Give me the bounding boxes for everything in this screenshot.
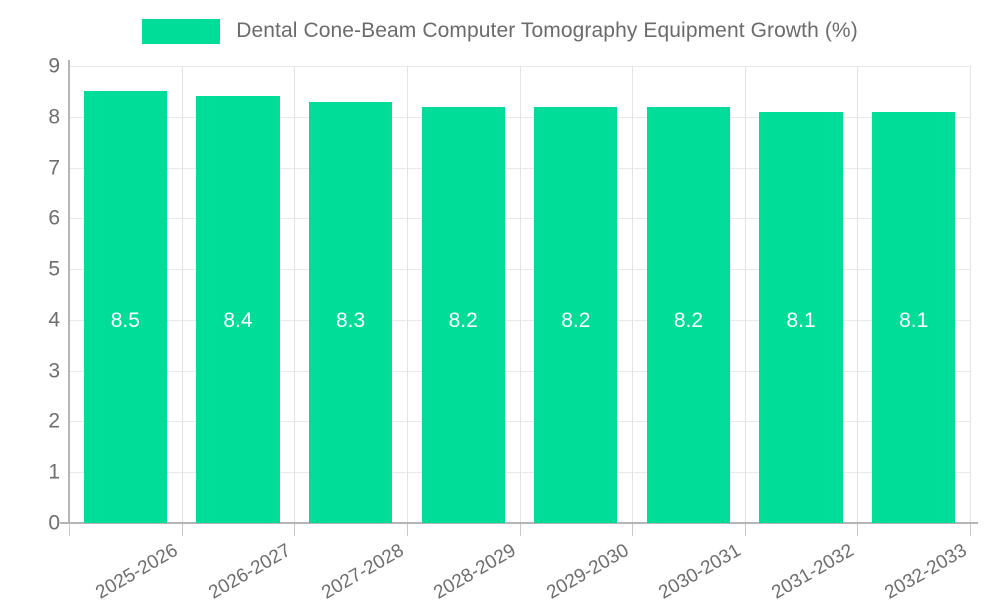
gridline-horizontal (69, 472, 970, 474)
bar-value-label: 8.3 (335, 309, 366, 333)
x-axis-tick-mark (182, 524, 183, 536)
gridline-vertical (407, 66, 408, 523)
chart-legend: Dental Cone-Beam Computer Tomography Equ… (0, 14, 1000, 48)
gridline-horizontal (69, 319, 970, 321)
gridline-vertical (857, 66, 858, 523)
y-axis-tick-label: 0 (48, 511, 60, 535)
bar[interactable]: 8.2 (421, 106, 505, 523)
x-axis-line (60, 522, 978, 524)
y-axis-tick-label: 1 (48, 460, 60, 484)
bar-value-label: 8.4 (223, 309, 253, 333)
y-axis-tick-label: 9 (48, 54, 60, 78)
gridline-horizontal (69, 421, 970, 423)
x-axis-tick-label: 2031-2032 (768, 540, 858, 604)
y-axis-tick-labels: 0 1 2 3 4 5 6 7 8 9 (0, 56, 60, 534)
gridline-horizontal (69, 116, 970, 118)
gridline-vertical (520, 66, 521, 523)
bar-value-label: 8.1 (899, 309, 929, 333)
x-axis-tick-labels: 2025-2026 2026-2027 2027-2028 2028-2029 2029… (0, 524, 1000, 604)
gridline-horizontal (69, 66, 970, 67)
y-axis-tick-label: 4 (48, 308, 60, 332)
bar[interactable]: 8.5 (83, 91, 167, 523)
x-axis-tick-label: 2029-2030 (543, 540, 633, 604)
y-axis-tick-label: 5 (48, 257, 60, 281)
bar-value-label: 8.2 (448, 309, 478, 333)
gridline-vertical (745, 66, 746, 523)
bar[interactable]: 8.4 (196, 96, 280, 523)
x-axis-tick-label: 2026-2027 (205, 540, 295, 604)
x-axis-tick-mark (745, 524, 746, 536)
y-axis-tick-label: 7 (48, 156, 60, 180)
y-axis-tick-label: 8 (48, 105, 60, 129)
x-axis-tick-mark (69, 524, 70, 536)
gridline-vertical (970, 66, 971, 523)
x-axis-tick-label: 2030-2031 (655, 540, 745, 604)
gridline-horizontal (69, 167, 970, 169)
bar[interactable]: 8.2 (646, 106, 731, 523)
legend-swatch-icon (142, 18, 221, 44)
bar[interactable]: 8.2 (534, 106, 618, 523)
x-axis-tick-label: 2028-2029 (430, 540, 520, 604)
y-axis-line (68, 60, 70, 524)
bar-value-label: 8.1 (786, 309, 816, 333)
y-axis-tick-label: 6 (48, 206, 60, 230)
gridline-vertical (294, 66, 295, 523)
gridline-vertical (632, 66, 633, 523)
y-axis-tick-label: 2 (48, 409, 60, 433)
x-axis-tick-label: 2032-2033 (880, 540, 971, 604)
gridline-horizontal (69, 370, 970, 372)
x-axis-tick-mark (407, 524, 408, 536)
legend-label: Dental Cone-Beam Computer Tomography Equ… (236, 19, 858, 42)
bar-value-label: 8.5 (110, 309, 140, 333)
gridline-horizontal (69, 269, 970, 271)
gridline-vertical (182, 66, 183, 523)
x-axis-tick-label: 2027-2028 (317, 540, 408, 604)
x-axis-tick-label: 2025-2026 (92, 540, 182, 604)
bar-value-label: 8.2 (561, 309, 591, 333)
y-axis-tick-label: 3 (48, 359, 60, 383)
gridline-horizontal (69, 218, 970, 220)
bar[interactable]: 8.1 (872, 111, 956, 523)
x-axis-tick-mark (294, 524, 295, 536)
x-axis-tick-mark (857, 524, 858, 536)
x-axis-tick-mark (520, 524, 521, 536)
bar[interactable]: 8.1 (759, 111, 843, 523)
x-axis-tick-mark (632, 524, 633, 536)
bar-value-label: 8.2 (673, 309, 704, 333)
bar[interactable]: 8.3 (308, 101, 393, 523)
x-axis-tick-mark (970, 524, 971, 536)
bar-series: 8.5 8.4 8.3 8.2 8.2 8.2 8.1 8.1 (69, 66, 970, 523)
